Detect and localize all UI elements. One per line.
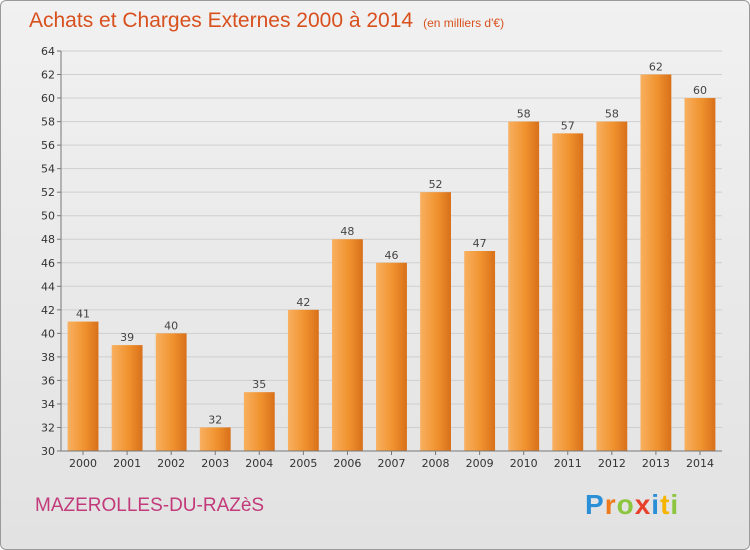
x-tick-label-2011: 2011	[554, 457, 582, 470]
data-label-2000: 41	[76, 308, 90, 321]
logo-letter-6: i	[670, 489, 680, 520]
y-tick-label-60: 60	[41, 92, 55, 105]
chart-subtitle: (en milliers d'€)	[423, 16, 505, 30]
y-tick-label-30: 30	[41, 445, 55, 458]
data-label-2007: 46	[385, 249, 399, 262]
axes: 30 32 34 36 38 40 42 44 46 48 50 52 54 56 58 60 62 64 2000…	[41, 45, 722, 470]
data-label-2009: 47	[473, 237, 487, 250]
y-tick-label-56: 56	[41, 139, 55, 152]
x-tick-label-2013: 2013	[642, 457, 670, 470]
x-tick-label-2000: 2000	[69, 457, 97, 470]
logo-letter-0: P	[585, 489, 605, 520]
bar-2005	[287, 309, 319, 451]
bars: 41 39 40 32 35 42 48 46 52 47 58 57 58 62 60	[67, 61, 716, 452]
x-tick-label-2010: 2010	[510, 457, 538, 470]
data-label-2003: 32	[208, 413, 222, 426]
logo-letter-5: t	[660, 489, 671, 520]
x-tick-label-2014: 2014	[686, 457, 714, 470]
bar-2004	[243, 392, 275, 451]
data-label-2013: 62	[649, 61, 663, 74]
y-tick-label-40: 40	[41, 327, 55, 340]
logo-letter-2: o	[616, 489, 635, 520]
bar-2012	[596, 121, 628, 452]
chart-title-text: Achats et Charges Externes 2000 à 2014	[29, 9, 414, 32]
data-label-2008: 52	[429, 178, 443, 191]
x-tick-label-2007: 2007	[378, 457, 406, 470]
town-name: MAZEROLLES-DU-RAZèS	[35, 495, 265, 516]
logo-letter-4: i	[651, 489, 661, 520]
bar-2009	[464, 251, 496, 451]
y-tick-label-64: 64	[41, 45, 55, 58]
y-tick-label-32: 32	[41, 421, 55, 434]
x-tick-label-2003: 2003	[201, 457, 229, 470]
bar-2013	[640, 74, 672, 451]
y-tick-label-62: 62	[41, 69, 55, 82]
bar-2003	[199, 427, 231, 451]
x-tick-label-2002: 2002	[157, 457, 185, 470]
bar-2010	[508, 121, 540, 452]
y-tick-label-46: 46	[41, 257, 55, 270]
y-tick-label-42: 42	[41, 304, 55, 317]
data-label-2001: 39	[120, 331, 134, 344]
x-tick-label-2005: 2005	[289, 457, 317, 470]
proxiti-logo: Proxiti	[585, 489, 679, 521]
x-tick-label-2004: 2004	[245, 457, 273, 470]
y-tick-label-36: 36	[41, 374, 55, 387]
y-tick-label-58: 58	[41, 116, 55, 129]
y-tick-label-54: 54	[41, 163, 55, 176]
bar-2006	[332, 239, 363, 451]
x-tick-label-2008: 2008	[422, 457, 450, 470]
bar-2002	[155, 333, 187, 451]
bar-2008	[420, 192, 451, 452]
y-tick-label-38: 38	[41, 351, 55, 364]
y-tick-label-48: 48	[41, 233, 55, 246]
y-tick-label-44: 44	[41, 280, 55, 293]
data-label-2006: 48	[340, 225, 354, 238]
x-tick-label-2006: 2006	[333, 457, 361, 470]
bar-2014	[684, 98, 716, 451]
logo-letter-3: x	[634, 489, 652, 520]
x-tick-label-2012: 2012	[598, 457, 626, 470]
bar-2007	[376, 262, 407, 451]
data-label-2002: 40	[164, 319, 178, 332]
y-tick-label-52: 52	[41, 186, 55, 199]
data-label-2012: 58	[605, 108, 619, 121]
y-tick-label-50: 50	[41, 210, 55, 223]
data-label-2004: 35	[252, 378, 266, 391]
data-label-2011: 57	[561, 119, 575, 132]
data-label-2005: 42	[296, 296, 310, 309]
data-label-2010: 58	[517, 108, 531, 121]
x-tick-label-2001: 2001	[113, 457, 141, 470]
y-tick-label-34: 34	[41, 398, 55, 411]
bar-2000	[67, 321, 99, 451]
x-tick-label-2009: 2009	[466, 457, 494, 470]
bar-2011	[552, 133, 584, 451]
chart-title: Achats et Charges Externes 2000 à 2014 (e…	[29, 9, 504, 33]
logo-letter-1: r	[604, 489, 617, 520]
data-label-2014: 60	[693, 84, 707, 97]
bar-2001	[111, 345, 143, 451]
